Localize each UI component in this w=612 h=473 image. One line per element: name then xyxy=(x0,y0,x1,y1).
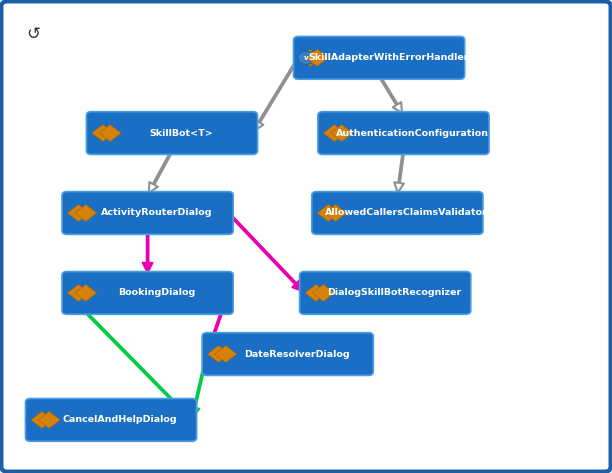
Polygon shape xyxy=(305,284,327,301)
Text: ↺: ↺ xyxy=(26,25,40,43)
Polygon shape xyxy=(38,412,60,429)
Polygon shape xyxy=(75,284,97,301)
FancyBboxPatch shape xyxy=(62,192,233,235)
Polygon shape xyxy=(324,204,346,221)
FancyBboxPatch shape xyxy=(202,333,373,376)
Text: v: v xyxy=(304,55,308,61)
FancyArrowPatch shape xyxy=(206,295,228,351)
FancyBboxPatch shape xyxy=(86,112,258,155)
FancyBboxPatch shape xyxy=(62,272,233,315)
Polygon shape xyxy=(317,204,339,221)
Text: CancelAndHelpDialog: CancelAndHelpDialog xyxy=(63,415,177,424)
Polygon shape xyxy=(207,346,230,362)
FancyArrowPatch shape xyxy=(143,233,152,272)
Polygon shape xyxy=(215,346,237,362)
Text: AuthenticationConfiguration: AuthenticationConfiguration xyxy=(336,129,489,138)
FancyBboxPatch shape xyxy=(26,398,196,441)
Text: ActivityRouterDialog: ActivityRouterDialog xyxy=(101,209,212,218)
Polygon shape xyxy=(31,412,53,429)
FancyBboxPatch shape xyxy=(318,112,489,155)
Polygon shape xyxy=(67,204,89,221)
Polygon shape xyxy=(299,49,321,66)
Polygon shape xyxy=(323,124,345,141)
Polygon shape xyxy=(92,124,114,141)
FancyBboxPatch shape xyxy=(312,192,483,235)
Text: DateResolverDialog: DateResolverDialog xyxy=(244,350,349,359)
Circle shape xyxy=(298,51,315,64)
Text: DialogSkillBotRecognizer: DialogSkillBotRecognizer xyxy=(327,289,461,298)
Polygon shape xyxy=(312,284,334,301)
Text: BookingDialog: BookingDialog xyxy=(118,289,195,298)
Polygon shape xyxy=(75,204,97,221)
Polygon shape xyxy=(67,284,89,301)
Text: SkillAdapterWithErrorHandler: SkillAdapterWithErrorHandler xyxy=(308,53,469,62)
Polygon shape xyxy=(330,124,353,141)
Polygon shape xyxy=(306,49,328,66)
FancyBboxPatch shape xyxy=(300,272,471,315)
Text: SkillBot<T>: SkillBot<T> xyxy=(149,129,213,138)
Polygon shape xyxy=(99,124,121,141)
FancyBboxPatch shape xyxy=(294,36,465,79)
Text: AllowedCallersClaimsValidator: AllowedCallersClaimsValidator xyxy=(325,209,488,218)
FancyArrowPatch shape xyxy=(230,214,302,291)
